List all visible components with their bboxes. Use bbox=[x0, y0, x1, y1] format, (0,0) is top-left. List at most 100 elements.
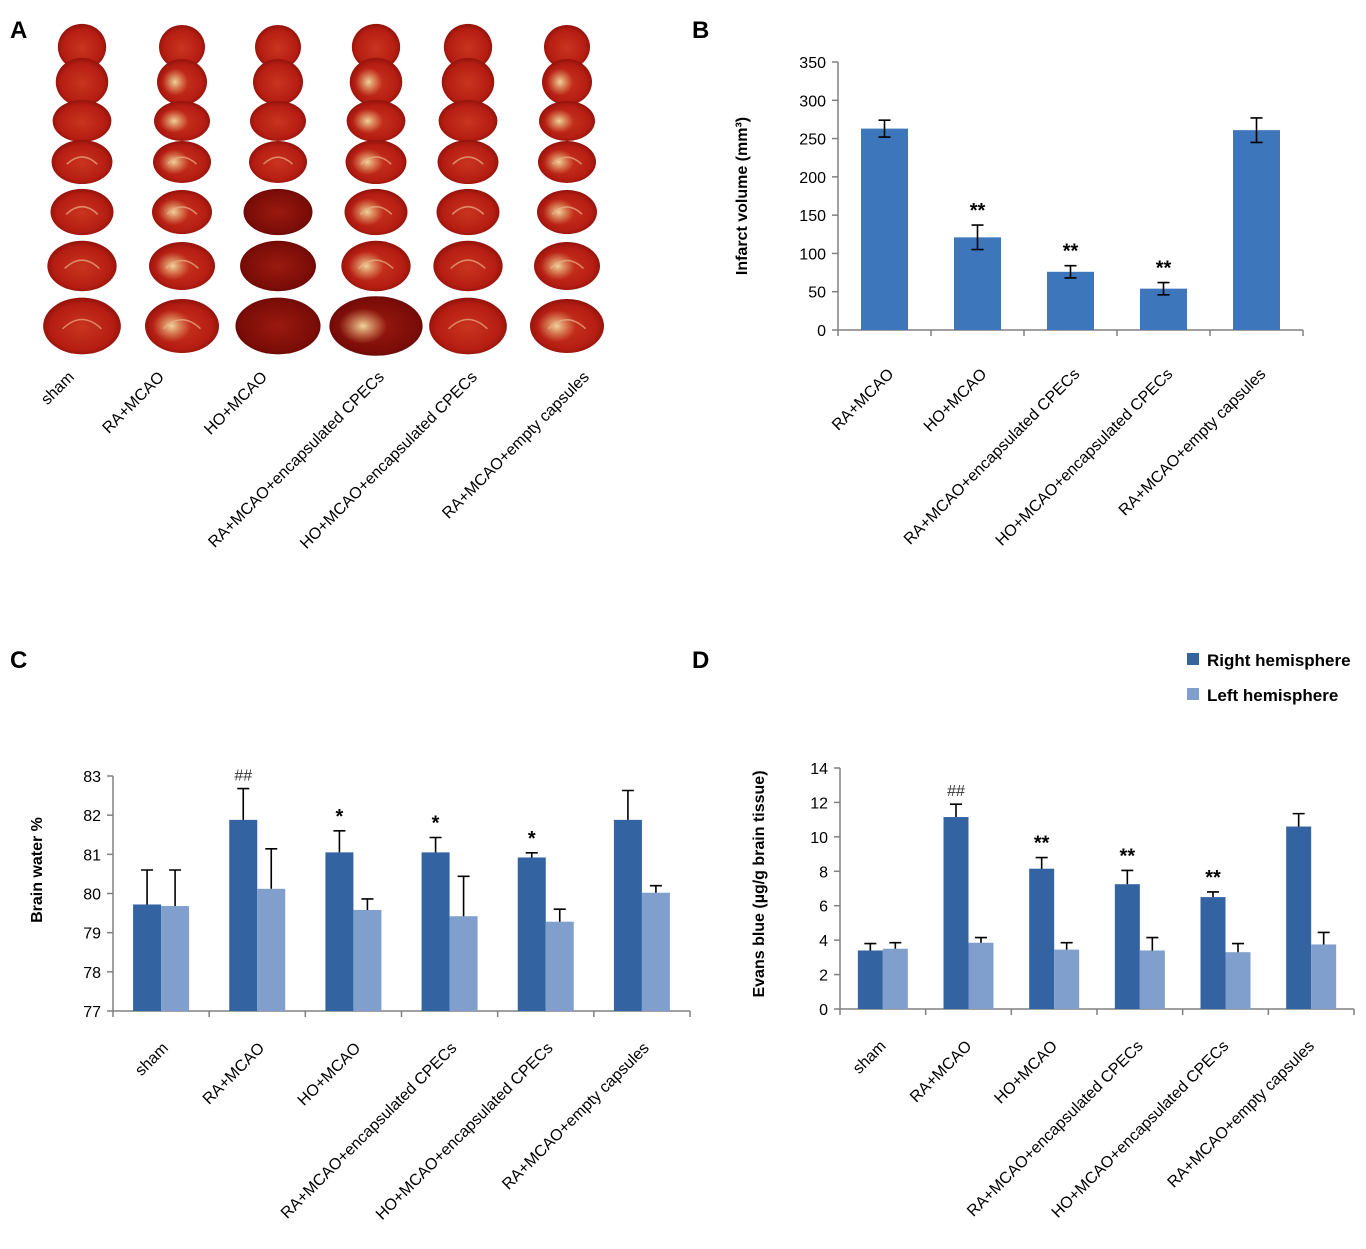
error-bar bbox=[1064, 264, 1077, 279]
slice-labels: sham RA+MCAO HO+MCAO RA+MCAO+encapsulate… bbox=[38, 369, 593, 553]
x-tick-label: HO+MCAO+encapsulated CPECs bbox=[993, 366, 1177, 550]
y-tick-label: 100 bbox=[799, 246, 826, 263]
significance-marker: ## bbox=[947, 783, 965, 800]
infarct-region bbox=[159, 109, 189, 133]
infarct-region bbox=[540, 251, 575, 281]
x-tick-label: HO+MCAO+encapsulated CPECs bbox=[373, 1040, 557, 1224]
bar bbox=[1311, 944, 1337, 1009]
y-tick-label: 50 bbox=[808, 285, 826, 302]
slice-structure bbox=[450, 259, 486, 270]
infarct-region bbox=[543, 198, 575, 226]
x-tick-label: RA+MCAO+empty capsules bbox=[1164, 1038, 1317, 1191]
slice-label: RA+MCAO bbox=[100, 369, 168, 437]
significance-marker: * bbox=[336, 806, 344, 828]
error-bar bbox=[169, 869, 182, 907]
bar bbox=[943, 817, 969, 1009]
slice-structure bbox=[547, 319, 587, 330]
x-tick-label: RA+MCAO+encapsulated CPECs bbox=[964, 1038, 1146, 1220]
bar bbox=[325, 852, 354, 1011]
brain-slice bbox=[243, 188, 313, 236]
significance-marker: * bbox=[432, 812, 440, 834]
slice-structure bbox=[358, 259, 394, 270]
x-tick-label: HO+MCAO bbox=[991, 1038, 1061, 1108]
slice-structure bbox=[360, 156, 392, 165]
y-tick-label: 10 bbox=[810, 830, 828, 847]
chart-c-brain-water: 77 78 79 80 81 82 83 sham ## RA+MCAO * HO+MCAO * RA+M… bbox=[83, 768, 691, 1224]
bar bbox=[545, 921, 574, 1011]
error-bar bbox=[333, 830, 346, 853]
x-tick-label: sham bbox=[132, 1040, 172, 1080]
y-tick-label: 12 bbox=[810, 795, 828, 812]
bar bbox=[641, 892, 670, 1011]
bar bbox=[1200, 897, 1226, 1009]
x-tick-label: HO+MCAO bbox=[921, 366, 991, 436]
significance-marker: ## bbox=[234, 768, 252, 785]
x-tick-label: HO+MCAO+encapsulated CPECs bbox=[1049, 1038, 1233, 1222]
infarct-region bbox=[338, 308, 388, 344]
bar bbox=[1225, 952, 1251, 1009]
brain-slice bbox=[249, 141, 307, 183]
slice-label: HO+MCAO+encapsulated CPECs bbox=[297, 369, 481, 553]
brain-slice bbox=[51, 139, 113, 185]
x-tick-label: RA+MCAO+encapsulated CPECs bbox=[278, 1040, 460, 1222]
bar bbox=[954, 237, 1001, 330]
error-bar bbox=[1121, 869, 1134, 885]
significance-marker: ** bbox=[1120, 845, 1136, 867]
y-tick-label: 77 bbox=[83, 1004, 101, 1021]
slice-structure bbox=[162, 319, 202, 330]
slice-structure bbox=[451, 205, 485, 215]
error-bar bbox=[950, 803, 962, 818]
y-tick-label: 81 bbox=[83, 847, 101, 864]
bar bbox=[613, 819, 642, 1011]
bar bbox=[861, 128, 908, 330]
bar bbox=[449, 916, 478, 1011]
slice-structure bbox=[66, 156, 98, 165]
brain-slice bbox=[159, 25, 205, 69]
brain-slice bbox=[429, 297, 507, 355]
bar bbox=[1029, 868, 1055, 1009]
legend-swatch-right-hemisphere bbox=[1187, 653, 1199, 665]
x-tick-label: RA+MCAO+empty capsules bbox=[1116, 366, 1269, 519]
y-tick-label: 78 bbox=[83, 965, 101, 982]
error-bar bbox=[1250, 117, 1263, 144]
brain-slice bbox=[240, 240, 316, 292]
brain-slice bbox=[255, 25, 301, 69]
brain-slice bbox=[250, 101, 306, 141]
brain-slice bbox=[443, 23, 493, 71]
infarct-region bbox=[158, 198, 190, 226]
bar bbox=[161, 906, 190, 1011]
error-bar bbox=[141, 869, 154, 905]
infarct-region bbox=[351, 148, 384, 176]
chart-b-ylabel: Infarct volume (mm³) bbox=[734, 117, 751, 275]
error-bar bbox=[621, 789, 634, 820]
infarct-region bbox=[544, 109, 574, 133]
error-bar bbox=[1146, 936, 1159, 951]
chart-d-evans-blue: 0 2 4 6 8 10 12 14 sham ## RA+MCAO ** HO+MCAO ** RA+MC… bbox=[810, 761, 1355, 1222]
brain-slices-photo bbox=[43, 23, 604, 356]
slice-structure bbox=[448, 318, 488, 330]
error-bar bbox=[1157, 281, 1170, 296]
brain-slice bbox=[43, 297, 121, 355]
bar bbox=[517, 857, 546, 1011]
panel-b-letter: B bbox=[692, 17, 709, 44]
error-bar bbox=[864, 942, 877, 951]
brain-slice bbox=[433, 240, 503, 292]
bar bbox=[1054, 949, 1080, 1009]
slice-structure bbox=[64, 259, 100, 270]
error-bar bbox=[1035, 856, 1048, 869]
y-tick-label: 6 bbox=[819, 899, 828, 916]
infarct-region bbox=[543, 149, 574, 175]
error-bar bbox=[1060, 941, 1073, 950]
brain-slice bbox=[52, 100, 112, 142]
error-bar bbox=[975, 936, 987, 943]
error-bar bbox=[457, 875, 470, 917]
bar bbox=[229, 819, 258, 1011]
x-tick-label: RA+MCAO+encapsulated CPECs bbox=[901, 366, 1083, 548]
slice-structure bbox=[551, 206, 583, 215]
error-bar bbox=[553, 908, 566, 922]
error-bar bbox=[361, 898, 374, 910]
y-tick-label: 200 bbox=[799, 170, 826, 187]
y-tick-label: 82 bbox=[83, 808, 101, 825]
x-tick-label: RA+MCAO bbox=[829, 366, 897, 434]
